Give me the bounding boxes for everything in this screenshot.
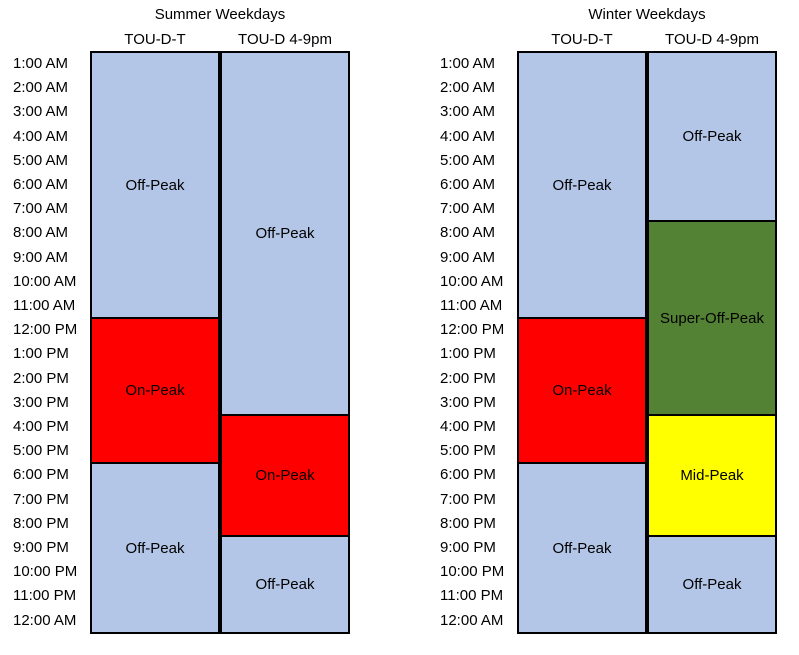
hour-label: 6:00 AM (440, 176, 496, 193)
rate-period-off-peak: Off-Peak (647, 51, 777, 223)
winter-weekdays-panel: Winter Weekdays 1:00 AM 2:00 AM 3:00 AM 4:00… (427, 0, 799, 655)
hour-label: 9:00 PM (440, 539, 496, 556)
hour-label: 3:00 AM (440, 103, 496, 121)
hour-label: 8:00 AM (13, 224, 69, 242)
panel-title: Summer Weekdays (154, 6, 286, 23)
hour-label: 8:00 PM (440, 514, 496, 532)
hour-label: 11:00 PM (440, 587, 504, 605)
hour-label: 1:00 PM (13, 345, 69, 363)
rate-period-off-peak: Off-Peak (220, 535, 350, 634)
hour-label: 1:00 PM (440, 345, 496, 363)
column-header: TOU-D 4-9pm (665, 31, 759, 48)
hour-label: 2:00 AM (13, 79, 69, 97)
hour-label: 6:00 PM (440, 466, 496, 484)
hour-label: 11:00 AM (13, 297, 76, 314)
rate-period-on-peak: On-Peak (517, 317, 647, 465)
rate-period-super-off-peak: Super-Off-Peak (647, 220, 777, 416)
hour-label: 9:00 PM (13, 539, 69, 556)
hour-label: 2:00 AM (440, 79, 496, 97)
hour-label: 5:00 AM (440, 151, 496, 169)
rate-period-off-peak: Off-Peak (647, 535, 777, 634)
rate-period-off-peak: Off-Peak (90, 462, 220, 634)
hour-label: 10:00 PM (13, 563, 78, 581)
summer-weekdays-panel: Summer Weekdays 1:00 AM 2:00 AM 3:00 AM 4:00… (13, 6, 350, 634)
rate-period-off-peak: Off-Peak (517, 462, 647, 634)
hour-label: 4:00 AM (13, 127, 69, 145)
hour-label: 10:00 PM (440, 563, 505, 581)
hour-label: 4:00 PM (13, 418, 69, 435)
hour-label: 10:00 AM (440, 272, 504, 290)
hour-label: 12:00 AM (440, 611, 504, 629)
rate-period-off-peak: Off-Peak (90, 51, 220, 320)
hour-label: 3:00 PM (13, 393, 69, 411)
hour-label: 1:00 AM (440, 55, 496, 72)
column-header: TOU-D 4-9pm (238, 31, 332, 48)
hour-label: 7:00 AM (13, 200, 69, 218)
rate-period-off-peak: Off-Peak (517, 51, 647, 320)
hour-label: 6:00 AM (13, 176, 69, 193)
panel-title: Winter Weekdays (588, 6, 706, 23)
hour-label: 4:00 PM (440, 418, 496, 435)
hour-label: 12:00 PM (13, 321, 78, 339)
hour-label: 4:00 AM (440, 127, 496, 145)
rate-period-off-peak: Off-Peak (220, 51, 350, 416)
hour-label: 7:00 PM (440, 490, 496, 508)
hour-label: 7:00 AM (440, 200, 496, 218)
hour-label: 12:00 AM (13, 611, 77, 629)
hour-label: 8:00 AM (440, 224, 496, 242)
hour-label: 12:00 PM (440, 321, 505, 339)
hour-label: 8:00 PM (13, 514, 69, 532)
hour-label: 11:00 PM (13, 587, 77, 605)
hour-label: 1:00 AM (13, 55, 69, 72)
hour-label: 3:00 PM (440, 393, 496, 411)
column-header: TOU-D-T (551, 31, 613, 48)
hour-label: 3:00 AM (13, 103, 69, 121)
hour-label: 9:00 AM (440, 248, 496, 266)
hour-label: 5:00 PM (13, 442, 69, 460)
rate-period-on-peak: On-Peak (90, 317, 220, 465)
hour-label: 9:00 AM (13, 248, 69, 266)
hour-label: 2:00 PM (13, 369, 69, 387)
rate-period-on-peak: On-Peak (220, 414, 350, 537)
hour-label: 7:00 PM (13, 490, 69, 508)
rate-period-mid-peak: Mid-Peak (647, 414, 777, 537)
hour-label: 6:00 PM (13, 466, 69, 484)
hour-label: 5:00 PM (440, 442, 496, 460)
hour-label: 10:00 AM (13, 272, 77, 290)
hour-label: 2:00 PM (440, 369, 496, 387)
hour-label: 11:00 AM (440, 297, 503, 314)
column-header: TOU-D-T (124, 31, 186, 48)
hour-label: 5:00 AM (13, 151, 69, 169)
